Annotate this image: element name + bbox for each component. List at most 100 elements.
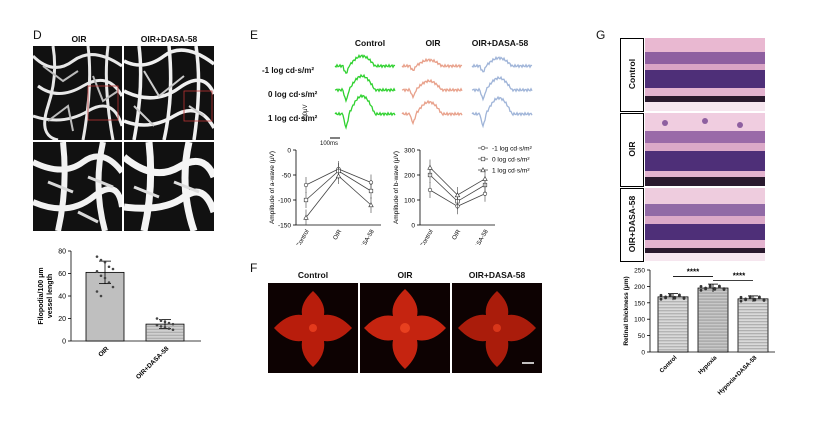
d-point: [107, 281, 111, 284]
panel-e-header-oir: OIR: [425, 38, 441, 48]
b-chart-xtick-label: OIR: [452, 228, 463, 241]
erg-trace: [471, 75, 533, 102]
erg-row-label-2: 0 log cd·s/m²: [268, 90, 318, 99]
g-point: [762, 299, 766, 302]
vessel-image-oir-dasa-top: [124, 46, 214, 140]
g-point: [704, 287, 707, 291]
scale-bar-time-label: 100ms: [320, 141, 339, 147]
g-bar: [657, 296, 689, 353]
d-point: [99, 294, 103, 298]
b-chart-ytick-label: 0: [411, 223, 415, 230]
panel-f-header-oir: OIR: [397, 270, 413, 280]
b-chart-legend-marker: [480, 167, 486, 173]
d-point: [95, 255, 99, 258]
a-chart-xtick-label: OIR+DASA-58: [351, 228, 376, 245]
g-xtick-label: Hypoxia: [698, 355, 719, 376]
d-point: [159, 319, 163, 323]
erg-row-label-3: 1 log cd·s/m²: [268, 114, 318, 123]
erg-trace: [401, 57, 463, 72]
scale-bar-voltage-label: 100μV: [303, 104, 309, 122]
a-chart-ylabel: Amplitude of a-wave (μV): [269, 151, 276, 224]
panel-e-header-oir-dasa: OIR+DASA-58: [471, 38, 529, 48]
b-chart-point: [427, 187, 433, 193]
d-point: [95, 290, 99, 293]
g-point: [739, 299, 743, 303]
d-ylabel-line1: Filopodia/100 μm: [38, 267, 45, 324]
panel-d-chart: 0 20 40 60 80 Filopodia/100 μm vessel length OI…: [38, 249, 201, 381]
b-chart-legend-label: 1 log cd·s/m²: [492, 168, 530, 175]
b-wave-chart: 0 100 200 300 Amplitude of b-wave (μV) Contro…: [393, 145, 533, 246]
he-label-box-oir-dasa: OIR+DASA-58: [620, 188, 644, 262]
b-chart-xtick-label: Control: [420, 229, 435, 245]
b-chart-point: [427, 164, 433, 170]
flatmount-oir: [360, 283, 450, 373]
erg-trace: [334, 54, 396, 75]
b-chart-legend-label: -1 log cd·s/m²: [492, 146, 533, 153]
a-chart-point: [303, 182, 309, 188]
g-xtick-label: Hypoxia+DASA-58: [717, 355, 759, 397]
d-point: [103, 260, 107, 264]
g-point: [739, 295, 743, 299]
g-point: [718, 285, 721, 289]
g-point: [659, 293, 663, 297]
d-point: [103, 276, 107, 280]
g-point: [699, 288, 703, 292]
g-point: [748, 296, 752, 299]
g-sig-label: ****: [687, 268, 700, 277]
d-point: [99, 274, 103, 278]
a-chart-point: [303, 214, 309, 220]
vessel-image-oir-zoom: [33, 142, 122, 231]
d-point: [163, 326, 167, 329]
erg-trace: [334, 73, 396, 104]
g-ytick-label: 100: [634, 317, 645, 324]
g-point: [753, 298, 757, 302]
g-point: [668, 294, 672, 297]
g-ytick-label: 200: [634, 284, 645, 291]
a-chart-point: [335, 173, 342, 179]
g-point: [659, 297, 663, 301]
a-chart-xtick-label: OIR: [333, 228, 344, 241]
he-label-box-control: Control: [620, 38, 644, 112]
panel-f-header-oir-dasa: OIR+DASA-58: [468, 270, 526, 280]
panel-d-header-oir-dasa: OIR+DASA-58: [140, 34, 198, 44]
g-ytick-label: 0: [641, 350, 645, 357]
erg-trace: [471, 55, 533, 73]
g-xtick-label: Control: [659, 355, 679, 375]
he-label-control: Control: [627, 58, 637, 90]
a-chart-point: [368, 188, 374, 194]
d-point: [167, 321, 171, 325]
a-chart-ytick-label: -100: [278, 198, 291, 205]
d-point: [163, 320, 167, 324]
g-point: [673, 296, 677, 300]
panel-f-label: F: [250, 261, 258, 275]
flatmount-control: [268, 283, 358, 373]
panel-g-chart: 0 50 100 150 200 250 Retinal thickness (μm) Con…: [623, 268, 775, 397]
d-xtick-label: OIR+DASA-58: [135, 345, 171, 381]
d-ylabel: Filopodia/100 μm vessel length: [38, 267, 54, 324]
b-chart-point: [482, 175, 488, 181]
panel-e-label: E: [250, 28, 259, 42]
d-ylabel-line2: vessel length: [47, 274, 54, 318]
g-ytick-label: 250: [634, 268, 645, 275]
panel-f-header-control: Control: [297, 270, 329, 280]
d-point: [107, 265, 111, 269]
b-chart-legend-marker: [480, 145, 486, 151]
b-chart-legend-marker: [480, 156, 486, 162]
d-point: [171, 328, 175, 332]
erg-trace: [401, 99, 463, 126]
g-ytick-label: 50: [638, 333, 646, 340]
g-sig-label: ****: [733, 271, 746, 280]
erg-trace: [401, 78, 463, 100]
d-point: [167, 327, 171, 330]
panel-d-label: D: [33, 28, 42, 42]
a-chart-xtick-label: Control: [296, 229, 311, 245]
g-point: [758, 296, 761, 300]
d-ytick-label: 60: [58, 271, 66, 278]
d-ytick-label: 40: [58, 294, 66, 301]
g-point: [699, 285, 703, 288]
d-point: [95, 269, 99, 273]
g-point: [678, 294, 681, 298]
d-point: [111, 285, 115, 289]
d-ytick-label: 20: [58, 316, 66, 323]
